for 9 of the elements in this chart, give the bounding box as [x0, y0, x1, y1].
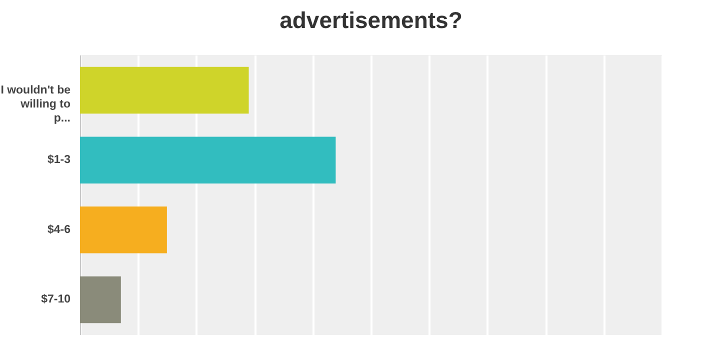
bar: [80, 66, 249, 114]
y-tick-label: $7-10: [41, 294, 70, 306]
bar: [80, 206, 167, 254]
y-tick-label: I wouldn't be willing to p...: [0, 84, 70, 124]
bar: [80, 136, 336, 184]
bar: [80, 276, 121, 324]
y-tick-label: $1-3: [47, 154, 70, 166]
chart-title: advertisements?: [280, 7, 462, 33]
y-tick-label: $4-6: [47, 224, 70, 236]
